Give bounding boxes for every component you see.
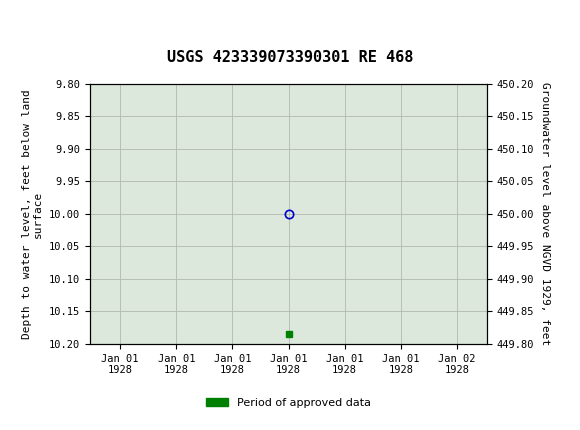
Text: ≊USGS: ≊USGS bbox=[9, 8, 85, 27]
Text: USGS 423339073390301 RE 468: USGS 423339073390301 RE 468 bbox=[167, 49, 413, 64]
Y-axis label: Depth to water level, feet below land
surface: Depth to water level, feet below land su… bbox=[22, 89, 44, 339]
Y-axis label: Groundwater level above NGVD 1929, feet: Groundwater level above NGVD 1929, feet bbox=[540, 82, 550, 346]
Legend: Period of approved data: Period of approved data bbox=[202, 394, 376, 413]
